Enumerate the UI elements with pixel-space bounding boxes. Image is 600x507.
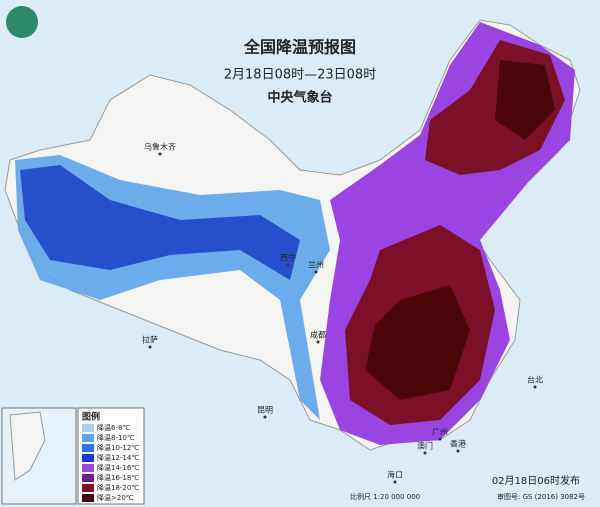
legend-swatch	[82, 464, 94, 472]
cooling-above-20	[365, 60, 555, 400]
legend-title: 图例	[82, 411, 100, 423]
city-dot	[263, 415, 267, 419]
city-label: 兰州	[308, 260, 324, 270]
scale: 比例尺 1:20 000 000	[350, 492, 420, 501]
city-label: 昆明	[257, 406, 273, 415]
city-dot	[148, 345, 152, 349]
city-dot	[286, 263, 290, 267]
legend-swatch	[82, 434, 94, 442]
legend-swatch	[82, 424, 94, 432]
city-label: 乌鲁木齐	[144, 142, 176, 152]
issued-time: 02月18日06时发布	[492, 474, 580, 487]
city-dot	[533, 385, 537, 389]
legend-label: 降温10-12℃	[97, 443, 139, 452]
inset-land	[9, 411, 46, 481]
city-label: 澳门	[417, 441, 433, 451]
legend-swatch	[82, 494, 94, 502]
legend-label: 降温16-18℃	[97, 473, 139, 482]
approval-number: 审图号: GS (2016) 3082号	[497, 492, 585, 501]
city-dot	[393, 480, 397, 484]
legend-label: 降温6-8℃	[97, 423, 130, 432]
city-label: 广州	[432, 427, 448, 437]
map-title: 全国降温预报图	[243, 38, 356, 57]
legend-swatch	[82, 484, 94, 492]
city-dot	[423, 451, 427, 455]
city-dot	[314, 270, 318, 274]
city-label: 海口	[387, 470, 403, 480]
period: 2月18日08时—23日08时	[224, 68, 376, 83]
city-label: 西宁	[280, 253, 296, 263]
legend-label: 降温14-16℃	[97, 463, 139, 472]
issuer: 中央气象台	[267, 90, 332, 106]
legend-label: 降温18-20℃	[97, 483, 139, 492]
legend-label: 降温12-14℃	[97, 453, 139, 462]
city-label: 香港	[450, 439, 466, 449]
city-label: 成都	[310, 330, 326, 340]
city-label: 台北	[527, 375, 543, 385]
legend-label: 降温>20℃	[97, 493, 134, 502]
city-dot	[158, 152, 162, 156]
cooling-12-14	[20, 165, 300, 280]
city-dot	[456, 449, 460, 453]
logo	[6, 6, 38, 38]
city-dot	[316, 340, 320, 344]
legend-label: 降温8-10℃	[97, 433, 135, 442]
legend-swatch	[82, 444, 94, 452]
legend-swatch	[82, 474, 94, 482]
legend-swatch	[82, 454, 94, 462]
city-label: 拉萨	[142, 335, 158, 345]
city-dot	[438, 437, 442, 441]
